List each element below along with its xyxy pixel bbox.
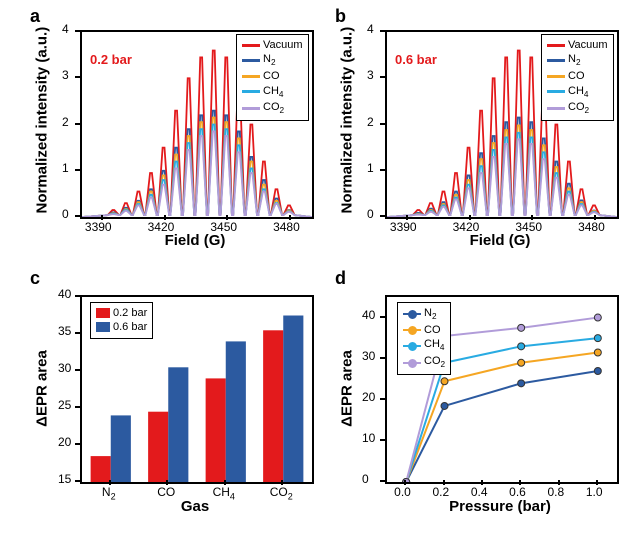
- xlabel-b: Field (G): [385, 232, 615, 249]
- panel-label-d: d: [335, 268, 346, 289]
- xlabel-d: Pressure (bar): [385, 498, 615, 515]
- panel-label-a: a: [30, 6, 40, 27]
- figure-container: a b c d 0.2 bar Normalized intensity (a.…: [0, 0, 640, 539]
- legend-c: 0.2 bar0.6 bar: [90, 302, 153, 339]
- ylabel-c: ΔEPR area: [34, 299, 51, 479]
- xlabel-a: Field (G): [80, 232, 310, 249]
- panel-label-b: b: [335, 6, 346, 27]
- legend-b: VacuumN2COCH4CO2: [541, 34, 614, 121]
- panel-label-c: c: [30, 268, 40, 289]
- legend-a: VacuumN2COCH4CO2: [236, 34, 309, 121]
- annot-b: 0.6 bar: [395, 52, 437, 67]
- ylabel-a: Normalized intensity (a.u.): [34, 34, 51, 214]
- annot-a: 0.2 bar: [90, 52, 132, 67]
- ylabel-b: Normalized intensity (a.u.): [339, 34, 356, 214]
- legend-d: N2COCH4CO2: [397, 302, 451, 375]
- ylabel-d: ΔEPR area: [339, 299, 356, 479]
